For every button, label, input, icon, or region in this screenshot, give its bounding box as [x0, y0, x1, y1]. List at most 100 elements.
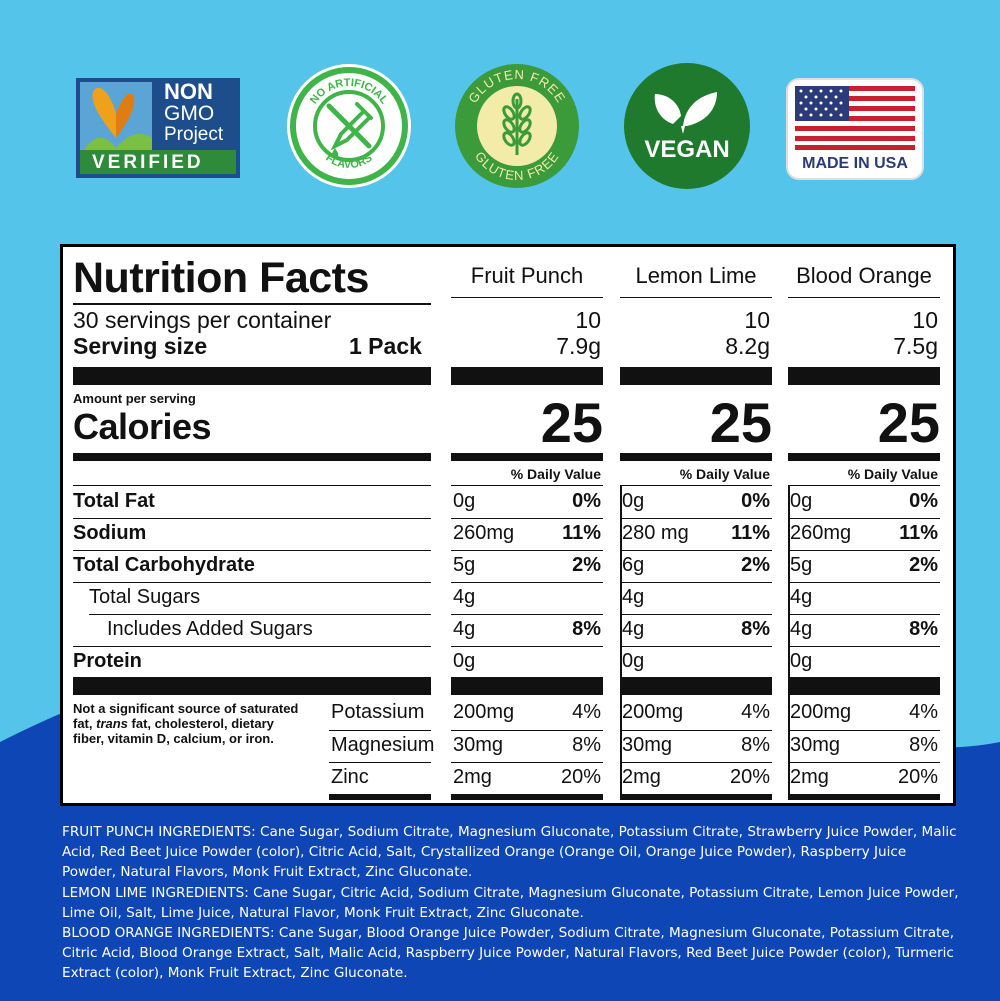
thick-bar	[788, 367, 940, 385]
rule-fat-left	[73, 518, 431, 519]
sodium-amount: 260mg	[790, 522, 852, 544]
non-gmo-verified: VERIFIED	[92, 152, 204, 173]
fat-dv: 0%	[909, 490, 938, 512]
servings-per-container: 30 servings per container	[73, 307, 332, 333]
rule-sodium	[788, 550, 940, 551]
calories-bar	[788, 453, 940, 461]
protein-amount: 0g	[790, 650, 813, 672]
servings: 10	[575, 307, 601, 333]
rule-header	[620, 485, 772, 486]
rule-potassium	[451, 730, 603, 731]
rule-sodium	[451, 550, 603, 551]
made-in-usa-badge: MADE IN USA	[786, 78, 924, 180]
serving-size-label: Serving size	[73, 333, 208, 359]
thick-bar-protein	[451, 677, 603, 695]
rule-header-left	[73, 485, 431, 486]
flavor-column-fruit-punch: Fruit Punch 10 7.9g 25 % Daily Value 0g …	[451, 247, 603, 803]
protein-amount: 0g	[622, 650, 645, 672]
zinc-amount: 2mg	[622, 766, 661, 788]
added-amount: 4g	[622, 618, 645, 640]
carb-dv: 2%	[741, 554, 770, 576]
amount-per-serving: Amount per serving	[73, 391, 196, 406]
magnesium-dv: 8%	[909, 734, 938, 756]
rule-fat	[620, 518, 772, 519]
footnote-2a: fat,	[73, 716, 97, 731]
flavor-name: Blood Orange	[796, 263, 932, 288]
rule-fat	[451, 518, 603, 519]
added-amount: 4g	[453, 618, 476, 640]
rule-fat	[788, 518, 940, 519]
rule-sugars	[451, 614, 603, 615]
mineral-zinc: Zinc	[331, 766, 369, 788]
flavor-name: Fruit Punch	[470, 263, 584, 288]
sugars-amount: 4g	[790, 586, 813, 608]
footnote: Not a significant source of saturated fa…	[73, 701, 323, 746]
flavor-name: Lemon Lime	[635, 263, 757, 288]
servings: 10	[744, 307, 770, 333]
footnote-line-1: Not a significant source of saturated	[73, 701, 299, 716]
zinc-dv: 20%	[897, 766, 938, 788]
rule-sugars	[788, 614, 940, 615]
potassium-amount: 200mg	[622, 701, 684, 723]
serving-size: 8.2g	[725, 333, 770, 359]
carb-amount: 6g	[622, 554, 645, 576]
us-flag-icon	[795, 86, 915, 150]
magnesium-amount: 30mg	[622, 734, 673, 756]
potassium-dv: 4%	[572, 701, 601, 723]
rule-added	[620, 646, 772, 647]
rule-added	[788, 646, 940, 647]
calories-value: 25	[540, 391, 603, 454]
vegan-badge: VEGAN	[623, 62, 751, 190]
rule-magnesium	[788, 762, 940, 763]
row-total-fat: Total Fat	[73, 490, 155, 512]
dv-header: % Daily Value	[679, 466, 770, 482]
potassium-amount: 200mg	[453, 701, 515, 723]
mineral-magnesium: Magnesium	[331, 734, 435, 756]
rule-carb	[620, 582, 772, 583]
fat-dv: 0%	[572, 490, 601, 512]
ingredients-lemon-lime: LEMON LIME INGREDIENTS: Cane Sugar, Citr…	[62, 884, 959, 921]
header-rule	[451, 297, 603, 298]
flavor-column-blood-orange: Blood Orange 10 7.5g 25 % Daily Value 0g…	[788, 247, 940, 803]
rule-potassium	[788, 730, 940, 731]
rule-magnesium-left	[329, 762, 431, 763]
thick-bar-left	[73, 367, 431, 385]
rule-potassium	[620, 730, 772, 731]
title-rule	[73, 303, 431, 305]
dv-header: % Daily Value	[510, 466, 601, 482]
footnote-2b: trans	[96, 716, 128, 731]
calories-value: 25	[877, 391, 940, 454]
thick-bar-protein-left	[73, 677, 431, 695]
serving-size: 7.5g	[893, 333, 938, 359]
rule-carb	[788, 582, 940, 583]
ingredients-blood-orange: BLOOD ORANGE INGREDIENTS: Cane Sugar, Bl…	[62, 925, 955, 982]
sodium-amount: 280 mg	[622, 522, 689, 544]
rule-magnesium	[620, 762, 772, 763]
footnote-2c: fat, cholesterol, dietary	[127, 716, 274, 731]
rule-carb-left	[73, 582, 431, 583]
rule-sodium-left	[73, 550, 431, 551]
rule-carb	[451, 582, 603, 583]
zinc-amount: 2mg	[453, 766, 492, 788]
bottom-bar	[451, 794, 603, 800]
row-added-sugars: Includes Added Sugars	[107, 618, 313, 640]
nutrition-title: Nutrition Facts	[73, 254, 369, 302]
sodium-dv: 11%	[562, 522, 601, 544]
made-in-usa-label: MADE IN USA	[802, 155, 908, 172]
calories-label: Calories	[73, 406, 212, 447]
calories-bar	[451, 453, 603, 461]
thick-bar-protein	[620, 677, 772, 695]
calories-bar-left	[73, 453, 431, 461]
carb-amount: 5g	[790, 554, 813, 576]
added-amount: 4g	[790, 618, 813, 640]
serving-size-value: 1 Pack	[349, 333, 422, 359]
magnesium-dv: 8%	[741, 734, 770, 756]
sugars-amount: 4g	[622, 586, 645, 608]
footnote-line-2: fat, trans fat, cholesterol, dietary	[73, 716, 323, 731]
carb-dv: 2%	[909, 554, 938, 576]
thick-bar-protein	[788, 677, 940, 695]
zinc-dv: 20%	[729, 766, 770, 788]
rule-sugars	[620, 614, 772, 615]
row-sodium: Sodium	[73, 522, 147, 544]
fat-amount: 0g	[622, 490, 645, 512]
